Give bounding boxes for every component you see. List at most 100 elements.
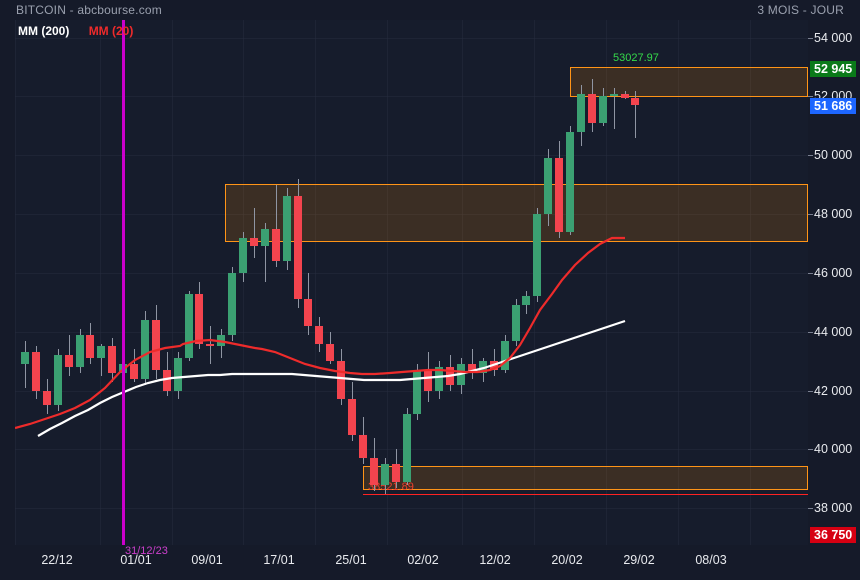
y-axis-badge-low[interactable]: 36 750	[810, 527, 857, 543]
candle-body-bullish	[500, 340, 509, 370]
candle-body-bullish	[576, 93, 585, 132]
zone-label-resistance-upper: 53027.97	[613, 52, 659, 64]
candle-body-bearish	[42, 390, 51, 406]
x-axis-tick-label: 12/02	[479, 553, 511, 567]
moving-average-layer	[15, 236, 626, 437]
x-axis-tick-label: 01/01	[120, 553, 152, 567]
candle-body-bullish	[413, 370, 422, 415]
candle-body-bearish	[304, 299, 313, 326]
y-axis[interactable]: 54 000 52 000 50 000 48 000 46 000 44 000 42 0…	[808, 20, 860, 545]
y-tick-mark	[808, 37, 813, 39]
candle-body-bearish	[130, 364, 138, 379]
y-axis-badge-last[interactable]: 51 686	[810, 97, 857, 114]
candle-body-bearish	[271, 228, 280, 262]
candle-body-bearish	[326, 343, 335, 362]
x-axis-tick-label: 25/01	[335, 553, 367, 567]
price-zone-support-lower[interactable]	[363, 466, 808, 490]
candle-wick	[25, 340, 26, 388]
candle-body-bullish	[435, 367, 444, 391]
candle-body-bearish	[162, 370, 171, 391]
grid-line-horizontal	[15, 37, 808, 39]
candle-body-bullish	[478, 361, 487, 373]
candle-body-bullish	[53, 355, 62, 406]
candle-body-bullish	[140, 320, 149, 379]
grid-line-vertical	[15, 20, 16, 545]
candle-body-bullish	[21, 352, 29, 365]
candle-body-bullish	[260, 228, 269, 247]
price-zone-resistance-mid[interactable]	[225, 184, 808, 242]
grid-layer	[15, 20, 808, 545]
y-axis-tick-label: 50 000	[814, 148, 853, 163]
y-tick-mark	[808, 272, 813, 274]
grid-line-horizontal	[15, 155, 808, 157]
x-axis-tick-label: 22/12	[41, 553, 73, 567]
candle-body-bearish	[587, 93, 596, 123]
candle-body-bearish	[64, 355, 73, 368]
candle-body-bullish	[184, 293, 193, 359]
chart-plot-area[interactable]: 53027.97 38521.89	[15, 20, 808, 545]
candle-body-bullish	[598, 96, 607, 123]
grid-line-vertical	[315, 20, 316, 545]
y-axis-tick-label: 40 000	[814, 442, 853, 457]
candle-body-bearish	[151, 320, 160, 370]
candle-body-bullish	[402, 414, 411, 482]
year-marker-label: 31/12/23	[125, 545, 168, 557]
legend-ma-200: MM (200)	[18, 24, 70, 38]
candle-wick	[613, 87, 615, 129]
candle-body-bearish	[86, 334, 95, 359]
x-axis-tick-label: 17/01	[263, 553, 295, 567]
candle-body-bearish	[337, 361, 346, 400]
y-tick-mark	[808, 214, 813, 216]
support-line[interactable]	[363, 494, 808, 495]
grid-line-horizontal	[15, 272, 808, 274]
candle-body-bearish	[315, 325, 324, 344]
y-axis-tick-label: 38 000	[814, 501, 853, 516]
grid-line-horizontal	[15, 96, 808, 98]
y-tick-mark	[808, 331, 813, 333]
candle-body-bullish	[522, 296, 531, 306]
grid-line-vertical	[462, 20, 463, 545]
candle-body-bearish	[206, 343, 215, 347]
candle-body-bearish	[108, 346, 117, 373]
price-zone-resistance-upper[interactable]	[570, 67, 808, 97]
grid-line-vertical	[387, 20, 388, 545]
x-axis-tick-label: 02/02	[407, 553, 439, 567]
y-axis-tick-label: 44 000	[814, 324, 853, 339]
candle-body-bullish	[380, 464, 389, 485]
chart-legend: MM (200) MM (20)	[18, 24, 133, 38]
candle-body-bullish	[511, 305, 520, 341]
x-axis-tick-label: 20/02	[551, 553, 583, 567]
x-axis[interactable]: 22/12 01/01 09/01 17/01 25/01 02/02 12/02 20/02…	[0, 545, 860, 580]
grid-line-horizontal	[15, 390, 808, 392]
y-tick-mark	[808, 155, 813, 157]
candle-body-bullish	[282, 196, 291, 262]
y-axis-badge-high[interactable]: 52 945	[810, 60, 857, 77]
x-axis-tick-label: 29/02	[623, 553, 655, 567]
y-axis-tick-label: 42 000	[814, 383, 853, 398]
chart-period-label: 3 MOIS - JOUR	[757, 3, 844, 17]
candle-body-bearish	[348, 399, 356, 435]
y-tick-mark	[808, 390, 813, 392]
candle-wick	[101, 343, 103, 376]
candle-body-bearish	[391, 464, 400, 482]
candle-body-bearish	[293, 196, 302, 300]
grid-line-vertical	[678, 20, 679, 545]
candle-body-bearish	[369, 458, 378, 485]
grid-line-vertical	[606, 20, 607, 545]
candle-body-bearish	[424, 370, 433, 391]
candle-body-bullish	[544, 158, 553, 215]
candle-body-bearish	[631, 97, 640, 106]
year-boundary-line[interactable]	[122, 20, 125, 545]
chart-title: BITCOIN - abcbourse.com	[16, 3, 162, 17]
grid-line-horizontal	[15, 331, 808, 333]
zone-layer: 53027.97 38521.89	[15, 20, 808, 545]
candle-body-bearish	[249, 237, 258, 247]
candle-body-bullish	[173, 358, 182, 391]
candle-wick	[275, 184, 277, 268]
grid-line-horizontal	[15, 508, 808, 510]
grid-line-vertical	[750, 20, 751, 545]
candle-body-bearish	[467, 364, 476, 373]
candle-body-bullish	[228, 272, 237, 335]
year-marker-layer	[15, 20, 808, 545]
